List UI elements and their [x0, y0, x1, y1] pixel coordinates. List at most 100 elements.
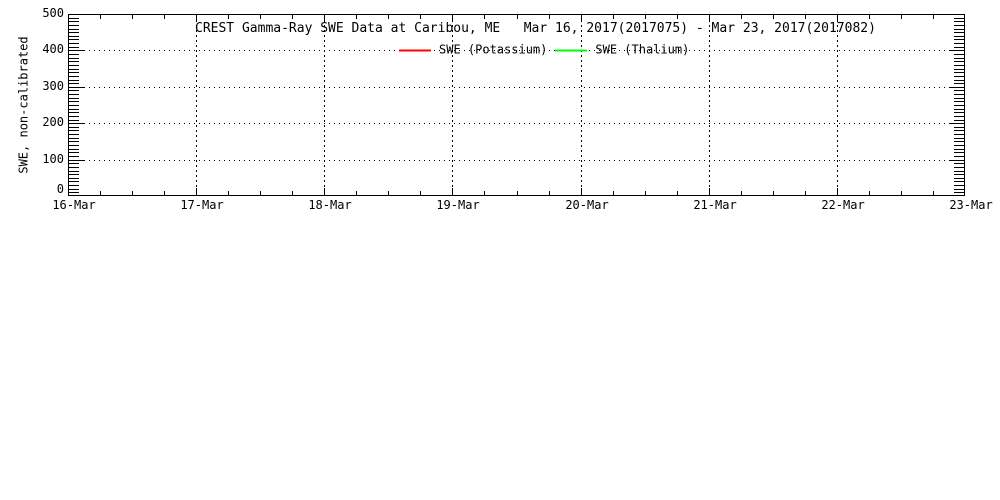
y-tick-label: 500	[42, 6, 64, 20]
y-tick	[69, 72, 79, 73]
x-tick	[741, 15, 742, 19]
x-tick-label: 16-Mar	[52, 198, 96, 212]
y-tick	[954, 101, 964, 102]
y-tick	[954, 98, 964, 99]
h-gridline	[69, 50, 964, 51]
y-tick	[954, 178, 964, 179]
y-tick	[954, 72, 964, 73]
y-tick	[954, 32, 964, 33]
y-tick	[69, 134, 79, 135]
y-tick-label: 400	[42, 42, 64, 56]
y-tick	[69, 58, 79, 59]
x-tick	[132, 15, 133, 19]
x-tick	[324, 188, 325, 195]
y-tick	[69, 127, 79, 128]
x-tick	[420, 191, 421, 195]
y-tick	[69, 39, 79, 40]
x-tick	[773, 191, 774, 195]
y-tick	[69, 120, 79, 121]
y-tick	[954, 127, 964, 128]
x-tick-label: 23-Mar	[949, 198, 993, 212]
y-tick	[954, 145, 964, 146]
y-tick	[954, 185, 964, 186]
y-tick	[954, 29, 964, 30]
y-tick	[69, 156, 79, 157]
x-tick-label: 17-Mar	[180, 198, 224, 212]
y-tick	[954, 171, 964, 172]
x-tick-label: 19-Mar	[436, 198, 480, 212]
y-tick	[954, 105, 964, 106]
x-tick	[260, 15, 261, 19]
y-tick-label: 100	[42, 152, 64, 166]
legend-line-thalium	[555, 49, 588, 51]
x-tick	[869, 15, 870, 19]
x-tick	[420, 15, 421, 19]
y-tick	[69, 36, 79, 37]
x-tick	[292, 191, 293, 195]
x-tick	[164, 15, 165, 19]
legend-label-thalium: SWE (Thalium)	[595, 42, 690, 57]
y-tick	[954, 112, 964, 113]
y-tick	[949, 123, 964, 124]
y-tick-label: 200	[42, 115, 64, 129]
y-tick	[954, 134, 964, 135]
y-tick	[69, 98, 79, 99]
y-tick-label: 300	[42, 79, 64, 93]
x-tick	[741, 191, 742, 195]
y-tick	[954, 149, 964, 150]
y-tick	[949, 87, 964, 88]
x-tick	[901, 191, 902, 195]
y-tick	[954, 47, 964, 48]
h-gridline	[69, 87, 964, 88]
y-tick	[69, 145, 79, 146]
x-tick	[164, 191, 165, 195]
y-tick	[954, 18, 964, 19]
x-tick	[837, 15, 838, 22]
y-tick	[69, 80, 79, 81]
x-tick	[388, 191, 389, 195]
y-tick	[954, 36, 964, 37]
y-tick	[69, 138, 79, 139]
y-tick	[69, 25, 79, 26]
v-gridline	[196, 15, 197, 195]
v-gridline	[581, 15, 582, 195]
y-tick	[954, 109, 964, 110]
x-tick	[292, 15, 293, 19]
y-tick	[954, 94, 964, 95]
x-tick	[228, 191, 229, 195]
h-gridline	[69, 123, 964, 124]
y-tick	[69, 76, 79, 77]
y-tick	[69, 141, 79, 142]
x-tick	[933, 191, 934, 195]
x-tick	[645, 191, 646, 195]
y-tick	[954, 141, 964, 142]
y-tick	[954, 120, 964, 121]
h-gridline	[69, 160, 964, 161]
x-tick	[581, 15, 582, 22]
y-tick	[954, 43, 964, 44]
y-tick	[69, 43, 79, 44]
legend-label-potassium: SWE (Potassium)	[439, 42, 548, 57]
x-tick	[613, 191, 614, 195]
y-tick	[69, 83, 79, 84]
x-tick	[613, 15, 614, 19]
y-tick	[69, 185, 79, 186]
y-tick	[954, 21, 964, 22]
y-tick	[69, 65, 79, 66]
x-tick	[484, 15, 485, 19]
x-tick	[549, 15, 550, 19]
y-tick	[69, 87, 84, 88]
y-tick	[954, 152, 964, 153]
x-tick	[324, 15, 325, 22]
y-tick	[69, 171, 79, 172]
x-tick	[100, 15, 101, 19]
x-tick	[549, 191, 550, 195]
y-tick	[954, 192, 964, 193]
y-tick	[954, 156, 964, 157]
y-tick	[69, 94, 79, 95]
x-tick-label: 21-Mar	[693, 198, 737, 212]
y-tick	[69, 21, 79, 22]
y-tick	[954, 83, 964, 84]
y-tick	[69, 109, 79, 110]
y-tick	[69, 50, 84, 51]
